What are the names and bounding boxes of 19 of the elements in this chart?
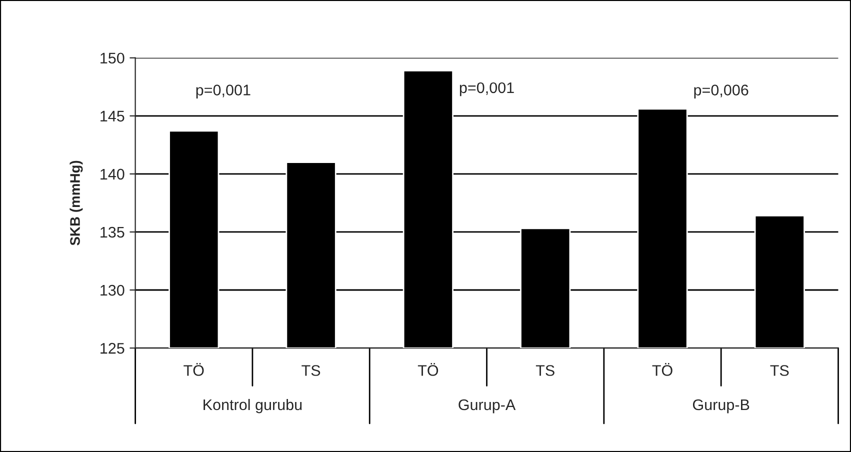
y-tick-label: 150 <box>100 52 124 64</box>
x-tick-label: TS <box>770 365 789 376</box>
annotation: p=0,006 <box>694 84 748 98</box>
x-tick-label: TÖ <box>652 362 672 376</box>
y-tick-label: 145 <box>100 110 124 122</box>
y-axis-title: SKB (mmHg) <box>70 160 83 246</box>
annotation: p=0,001 <box>196 84 250 98</box>
y-tick-label: 135 <box>100 226 124 238</box>
y-tick-label: 125 <box>100 342 124 354</box>
annotation: p=0,001 <box>460 82 514 96</box>
text: Kontrol gurubu <box>204 398 302 414</box>
x-tick-label: TÖ <box>418 362 438 376</box>
x-tick-label: TÖ <box>184 362 204 376</box>
y-tick-label: 130 <box>100 284 124 296</box>
text: Gurup-B <box>692 399 750 414</box>
text: Gurup-A <box>458 399 516 414</box>
y-tick-label: 140 <box>100 168 124 180</box>
x-tick-label: TS <box>302 365 320 376</box>
x-tick-label: TS <box>536 365 554 376</box>
